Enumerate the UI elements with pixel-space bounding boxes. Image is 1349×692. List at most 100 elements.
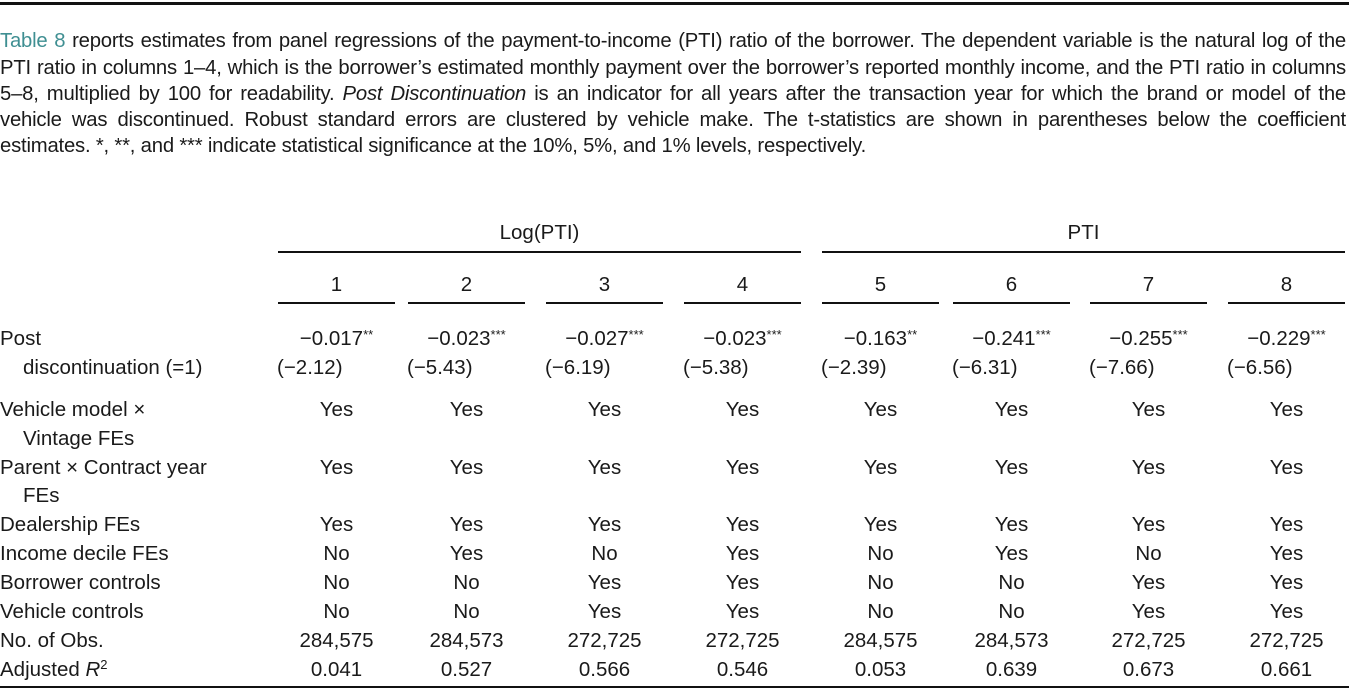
column-number: 5 [874, 273, 887, 296]
significance-stars: ** [363, 327, 374, 342]
column-rule [953, 302, 1070, 304]
table-cell: Yes [1269, 398, 1304, 421]
table-cell: Yes [587, 571, 622, 594]
significance-stars: *** [490, 327, 506, 342]
table-cell: 0.566 [578, 658, 631, 681]
column-number: 4 [736, 273, 749, 296]
t-statistic: (−6.56) [1227, 356, 1293, 379]
table-cell: Yes [1131, 513, 1166, 536]
significance-stars: *** [1310, 327, 1326, 342]
caption-text: reports estimates from panel regressions… [0, 30, 1346, 105]
t-statistic: (−6.31) [952, 356, 1018, 379]
column-number: 1 [330, 273, 343, 296]
row-label: Vehicle model × Vintage FEs [0, 396, 145, 453]
table-cell: No [998, 571, 1025, 594]
row-label-line: Parent × Contract year [0, 455, 207, 479]
row-label-line: Vehicle model × [0, 398, 146, 421]
group-rule [278, 251, 801, 253]
table-cell: Yes [725, 600, 760, 623]
top-rule [0, 2, 1349, 5]
group-header: Log(PTI) [499, 221, 580, 244]
row-label-sup: 2 [100, 657, 108, 672]
coefficient-value: −0.017 [299, 327, 364, 350]
table-cell: Yes [1269, 571, 1304, 594]
row-label-line: Dealership FEs [0, 513, 141, 536]
column-number: 7 [1142, 273, 1155, 296]
t-statistic: (−2.39) [821, 356, 887, 379]
table-cell: Yes [587, 398, 622, 421]
table-cell: No [867, 571, 894, 594]
table-cell: Yes [725, 455, 760, 479]
row-label-line: FEs [23, 484, 60, 507]
table-cell: Yes [1269, 542, 1304, 565]
table-cell: Yes [449, 455, 484, 479]
column-number: 8 [1280, 273, 1293, 296]
table-cell: 272,725 [567, 629, 642, 652]
coefficient-cell: −0.017** [272, 325, 401, 354]
table-cell: Yes [725, 542, 760, 565]
coefficient-cell: −0.241*** [947, 325, 1076, 354]
row-label: Vehicle controls [0, 598, 144, 627]
table-cell: No [323, 571, 350, 594]
table-cell: Yes [863, 513, 898, 536]
table-cell: Yes [994, 455, 1029, 479]
table-cell: Yes [863, 455, 898, 479]
table-cell: Yes [1269, 513, 1304, 536]
column-rule [278, 302, 395, 304]
table-cell: Yes [587, 600, 622, 623]
coefficient-cell: −0.255*** [1084, 325, 1213, 354]
row-label: No. of Obs. [0, 627, 104, 656]
table-cell: 0.041 [310, 658, 363, 681]
significance-stars: *** [1172, 327, 1188, 342]
group-rule [822, 251, 1345, 253]
coefficient-cell: −0.027*** [540, 325, 669, 354]
coefficient-value: −0.027 [565, 327, 629, 350]
table-cell: No [867, 600, 894, 623]
table-cell: Yes [725, 571, 760, 594]
table-cell: 284,573 [974, 629, 1049, 652]
table-cell: 0.673 [1122, 658, 1175, 681]
table-cell: Yes [994, 542, 1029, 565]
table-cell: Yes [1131, 398, 1166, 421]
column-number: 2 [460, 273, 473, 296]
t-statistic: (−7.66) [1089, 356, 1155, 379]
coefficient-value: −0.255 [1109, 327, 1173, 350]
table-cell: No [1135, 542, 1162, 565]
table-cell: Yes [725, 398, 760, 421]
bottom-rule [0, 686, 1349, 688]
column-rule [546, 302, 663, 304]
row-label-line: discontinuation (=1) [23, 355, 203, 379]
table-cell: Yes [994, 398, 1029, 421]
row-label-line: Vehicle controls [0, 600, 144, 623]
table-cell: 284,575 [299, 629, 374, 652]
column-rule [1228, 302, 1345, 304]
caption-italic-term: Post Discontinuation [342, 82, 527, 105]
coefficient-cell: −0.023*** [402, 325, 531, 354]
coefficient-value: −0.163 [843, 327, 908, 350]
coefficient-value: −0.023 [703, 327, 767, 350]
table-cell: No [323, 542, 350, 565]
table-cell: 0.639 [985, 658, 1038, 681]
table-cell: No [323, 600, 350, 623]
table-cell: Yes [319, 398, 354, 421]
row-label: Parent × Contract year FEs [0, 454, 207, 511]
table-cell: Yes [449, 398, 484, 421]
significance-stars: *** [628, 327, 644, 342]
table-cell: 272,725 [1111, 629, 1186, 652]
table-cell: Yes [449, 542, 484, 565]
column-number: 3 [598, 273, 611, 296]
table-cell: No [453, 600, 480, 623]
column-rule [822, 302, 939, 304]
table-reference-link[interactable]: Table 8 [0, 30, 66, 53]
row-label-line: Post [0, 327, 42, 350]
row-label: Dealership FEs [0, 511, 140, 540]
table-cell: No [998, 600, 1025, 623]
coefficient-cell: −0.023*** [678, 325, 807, 354]
table-cell: 272,725 [1249, 629, 1324, 652]
row-label-line: Income decile FEs [0, 542, 169, 565]
table-cell: Yes [319, 513, 354, 536]
table-cell: Yes [1269, 455, 1304, 479]
table-cell: 272,725 [705, 629, 780, 652]
table-cell: Yes [863, 398, 898, 421]
column-number: 6 [1005, 273, 1018, 296]
